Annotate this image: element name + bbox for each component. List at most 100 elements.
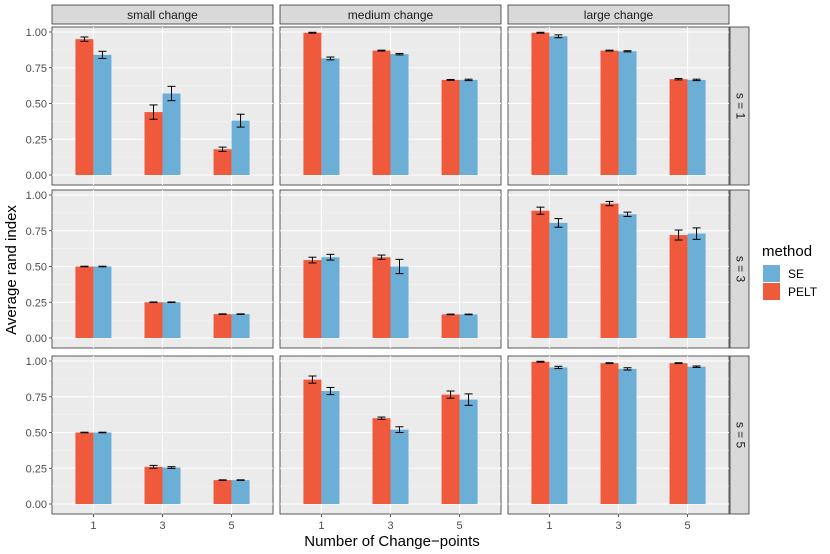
bar-pelt-cp5 [213, 480, 232, 504]
bar-se-cp1 [321, 257, 340, 338]
bar-se-cp5 [231, 314, 250, 338]
panel-s-5-medium-change [279, 355, 502, 515]
x-tick-label: 5 [229, 520, 235, 532]
panel-s-1-large-change [507, 26, 730, 186]
bar-se-cp3 [390, 429, 409, 504]
y-tick-label: 0.75 [26, 392, 47, 404]
y-tick-label: 0.25 [26, 134, 47, 146]
panel-s-1-medium-change [279, 26, 502, 186]
bar-se-cp1 [321, 58, 340, 175]
y-tick-label: 0.50 [26, 428, 47, 440]
strip-s-1 [729, 26, 750, 186]
bar-pelt-cp1 [303, 32, 322, 176]
strip-s-3 [729, 189, 750, 349]
bar-pelt-cp3 [372, 418, 391, 504]
bar-pelt-cp3 [372, 257, 391, 338]
bar-pelt-cp5 [213, 314, 232, 338]
strip-label-small-change: small change [127, 8, 198, 22]
x-tick-label: 3 [615, 520, 621, 532]
bar-se-cp3 [618, 214, 637, 338]
bar-se-cp5 [459, 399, 478, 504]
bar-pelt-cp1 [303, 260, 322, 338]
y-tick-label: 1.00 [26, 190, 47, 202]
strip-label-medium-change: medium change [348, 8, 434, 22]
bar-pelt-cp5 [441, 314, 460, 338]
bar-se-cp5 [687, 366, 706, 504]
panel-s-3-small-change [51, 189, 274, 349]
bar-pelt-cp3 [600, 50, 619, 176]
bar-pelt-cp5 [441, 79, 460, 175]
bar-se-cp3 [390, 266, 409, 338]
bar-pelt-cp1 [75, 39, 94, 176]
bar-se-cp1 [321, 391, 340, 504]
x-tick-label: 5 [457, 520, 463, 532]
bar-se-cp3 [162, 467, 181, 504]
strip-medium-change [279, 4, 502, 25]
bar-pelt-cp3 [600, 203, 619, 338]
x-tick-label: 5 [685, 520, 691, 532]
strip-label-s-1: s = 1 [733, 93, 747, 120]
x-tick-label: 3 [159, 520, 165, 532]
panel-s-1-small-change [51, 26, 274, 186]
y-tick-label: 0.75 [26, 226, 47, 238]
x-tick-label: 1 [318, 520, 324, 532]
bar-pelt-cp5 [441, 394, 460, 504]
bar-pelt-cp3 [600, 363, 619, 504]
panel-s-3-large-change [507, 189, 730, 349]
bar-se-cp5 [459, 314, 478, 338]
strip-large-change [507, 4, 730, 25]
y-axis-title: Average rand index [3, 205, 20, 335]
legend-key-pelt [763, 283, 780, 300]
bar-se-cp3 [618, 368, 637, 504]
x-tick-label: 1 [546, 520, 552, 532]
strip-label-s-3: s = 3 [733, 256, 747, 283]
bar-se-cp1 [93, 432, 112, 504]
bar-pelt-cp3 [144, 302, 163, 338]
bar-pelt-cp1 [531, 361, 550, 504]
legend: method SE PELT [762, 243, 818, 300]
bar-se-cp5 [231, 120, 250, 175]
legend-label-se: SE [788, 267, 804, 281]
x-tick-label: 1 [90, 520, 96, 532]
y-tick-label: 1.00 [26, 356, 47, 368]
y-tick-label: 0.75 [26, 63, 47, 75]
y-tick-label: 1.00 [26, 27, 47, 39]
legend-title: method [762, 243, 812, 260]
bar-se-cp1 [549, 367, 568, 504]
bar-pelt-cp1 [75, 432, 94, 504]
panel-s-5-small-change [51, 355, 274, 515]
bar-se-cp5 [687, 233, 706, 338]
strip-s-5 [729, 355, 750, 515]
bar-pelt-cp3 [144, 112, 163, 175]
strip-small-change [51, 4, 274, 25]
x-axis-title: Number of Change−points [304, 533, 480, 550]
bar-pelt-cp1 [531, 210, 550, 338]
panel-s-3-medium-change [279, 189, 502, 349]
y-tick-label: 0.00 [26, 333, 47, 345]
panels-layer [51, 26, 730, 515]
bar-se-cp1 [549, 222, 568, 338]
bar-pelt-cp1 [75, 266, 94, 338]
bar-se-cp5 [231, 480, 250, 504]
bar-pelt-cp5 [669, 235, 688, 338]
bar-pelt-cp3 [372, 50, 391, 176]
bar-pelt-cp5 [669, 79, 688, 175]
strip-label-s-5: s = 5 [733, 422, 747, 449]
y-tick-label: 0.00 [26, 499, 47, 511]
legend-label-pelt: PELT [788, 285, 818, 299]
bar-se-cp1 [93, 54, 112, 175]
strips-layer: small change medium change large change s =… [51, 4, 750, 515]
legend-key-se [763, 265, 780, 282]
bar-se-cp1 [93, 266, 112, 338]
y-tick-label: 0.00 [26, 170, 47, 182]
y-tick-label: 0.25 [26, 297, 47, 309]
bar-se-cp5 [687, 79, 706, 175]
y-tick-label: 0.50 [26, 262, 47, 274]
bar-pelt-cp5 [669, 363, 688, 504]
bar-pelt-cp5 [213, 149, 232, 175]
y-tick-label: 0.25 [26, 463, 47, 475]
bar-se-cp3 [162, 93, 181, 175]
bar-se-cp1 [549, 36, 568, 175]
x-tick-label: 3 [387, 520, 393, 532]
